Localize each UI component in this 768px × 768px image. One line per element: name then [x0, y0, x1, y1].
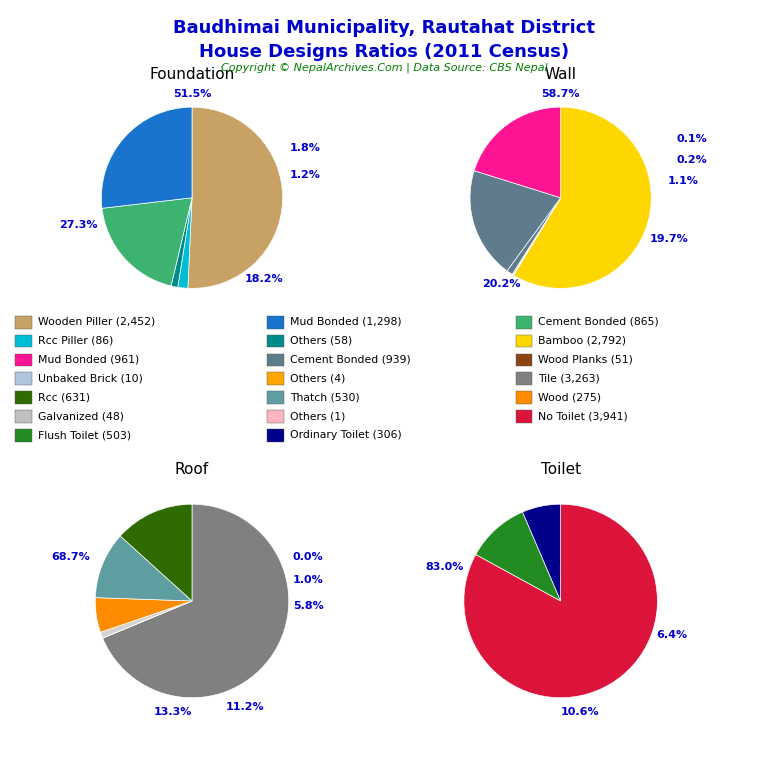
Bar — [516, 410, 532, 423]
Text: Mud Bonded (961): Mud Bonded (961) — [38, 354, 139, 364]
Text: Ordinary Toilet (306): Ordinary Toilet (306) — [290, 430, 402, 440]
Bar — [267, 372, 284, 386]
Bar — [516, 335, 532, 347]
Text: 1.0%: 1.0% — [293, 574, 323, 584]
Wedge shape — [475, 512, 561, 601]
Bar — [15, 392, 31, 404]
Text: 18.2%: 18.2% — [245, 274, 284, 284]
Text: 27.3%: 27.3% — [59, 220, 98, 230]
Bar — [267, 316, 284, 329]
Text: Wood Planks (51): Wood Planks (51) — [538, 354, 633, 364]
Text: Cement Bonded (865): Cement Bonded (865) — [538, 316, 659, 326]
Text: Bamboo (2,792): Bamboo (2,792) — [538, 336, 627, 346]
Bar — [267, 335, 284, 347]
Wedge shape — [103, 601, 192, 638]
Wedge shape — [188, 107, 283, 288]
Text: 83.0%: 83.0% — [425, 562, 464, 572]
Text: Wood (275): Wood (275) — [538, 392, 601, 402]
Text: 68.7%: 68.7% — [51, 552, 91, 562]
Text: 6.4%: 6.4% — [657, 630, 687, 640]
Text: Others (4): Others (4) — [290, 373, 346, 383]
Text: 1.2%: 1.2% — [290, 170, 321, 180]
Wedge shape — [95, 536, 192, 601]
Text: 1.1%: 1.1% — [667, 177, 698, 187]
Bar — [516, 316, 532, 329]
Bar — [267, 429, 284, 442]
Text: 13.3%: 13.3% — [154, 707, 192, 717]
Text: Others (1): Others (1) — [290, 411, 346, 421]
Bar — [15, 335, 31, 347]
Bar — [516, 392, 532, 404]
Bar — [15, 353, 31, 366]
Wedge shape — [470, 170, 561, 271]
Wedge shape — [171, 198, 192, 287]
Wedge shape — [102, 198, 192, 286]
Wedge shape — [474, 107, 561, 198]
Wedge shape — [177, 198, 192, 288]
Bar — [15, 316, 31, 329]
Wedge shape — [103, 504, 289, 697]
Text: 11.2%: 11.2% — [226, 703, 264, 713]
Wedge shape — [95, 598, 192, 632]
Text: 19.7%: 19.7% — [650, 233, 689, 243]
Text: Tile (3,263): Tile (3,263) — [538, 373, 600, 383]
Text: 58.7%: 58.7% — [541, 88, 580, 98]
Text: Copyright © NepalArchives.Com | Data Source: CBS Nepal: Copyright © NepalArchives.Com | Data Sou… — [220, 63, 548, 74]
Wedge shape — [512, 198, 561, 275]
Wedge shape — [101, 107, 192, 208]
Text: 51.5%: 51.5% — [173, 88, 211, 98]
Title: Roof: Roof — [175, 462, 209, 478]
Text: Others (58): Others (58) — [290, 336, 353, 346]
Bar — [267, 353, 284, 366]
Text: Cement Bonded (939): Cement Bonded (939) — [290, 354, 411, 364]
Text: Wooden Piller (2,452): Wooden Piller (2,452) — [38, 316, 155, 326]
Text: Mud Bonded (1,298): Mud Bonded (1,298) — [290, 316, 402, 326]
Text: 5.8%: 5.8% — [293, 601, 323, 611]
Bar — [516, 372, 532, 386]
Text: Galvanized (48): Galvanized (48) — [38, 411, 124, 421]
Title: Foundation: Foundation — [149, 67, 235, 82]
Wedge shape — [513, 198, 561, 275]
Text: 1.8%: 1.8% — [290, 143, 321, 153]
Wedge shape — [507, 198, 561, 274]
Text: 20.2%: 20.2% — [482, 279, 521, 289]
Bar — [15, 372, 31, 386]
Text: No Toilet (3,941): No Toilet (3,941) — [538, 411, 628, 421]
Text: Thatch (530): Thatch (530) — [290, 392, 359, 402]
Wedge shape — [121, 504, 192, 601]
Bar — [267, 410, 284, 423]
Bar — [516, 353, 532, 366]
Text: Unbaked Brick (10): Unbaked Brick (10) — [38, 373, 143, 383]
Title: Toilet: Toilet — [541, 462, 581, 478]
Title: Wall: Wall — [545, 67, 577, 82]
Text: 0.1%: 0.1% — [677, 134, 707, 144]
Text: 0.0%: 0.0% — [293, 552, 323, 562]
Wedge shape — [514, 107, 651, 288]
Text: Rcc (631): Rcc (631) — [38, 392, 90, 402]
Text: 10.6%: 10.6% — [561, 707, 599, 717]
Text: Flush Toilet (503): Flush Toilet (503) — [38, 430, 131, 440]
Text: Rcc Piller (86): Rcc Piller (86) — [38, 336, 113, 346]
Bar — [15, 429, 31, 442]
Bar — [15, 410, 31, 423]
Text: Baudhimai Municipality, Rautahat District
House Designs Ratios (2011 Census): Baudhimai Municipality, Rautahat Distric… — [173, 19, 595, 61]
Text: 0.2%: 0.2% — [677, 154, 707, 164]
Wedge shape — [464, 504, 657, 697]
Bar — [267, 392, 284, 404]
Wedge shape — [101, 601, 192, 638]
Wedge shape — [522, 504, 561, 601]
